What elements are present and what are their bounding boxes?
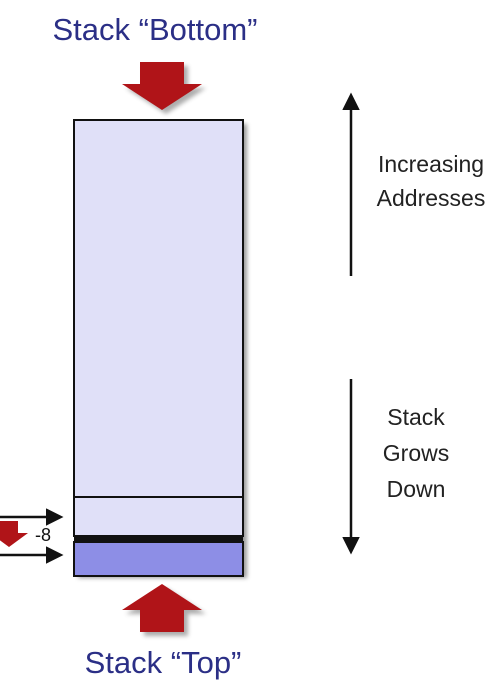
stack-frame-block xyxy=(73,496,244,537)
small-down-arrow-icon xyxy=(0,521,28,547)
stack-main-block xyxy=(73,119,244,498)
stack-pointer-edge xyxy=(74,536,243,542)
stack-top-block xyxy=(73,541,244,577)
increasing-label-line-1: Increasing xyxy=(378,151,484,177)
grows-label-line-3: Down xyxy=(387,476,446,502)
stack-bottom-label: Stack “Bottom” xyxy=(53,12,258,47)
increasing-label-line-2: Addresses xyxy=(377,185,486,211)
up-arrow-icon xyxy=(122,584,206,636)
grows-label-line-2: Grows xyxy=(383,440,449,466)
grows-label-line-1: Stack xyxy=(387,404,445,430)
offset-label: -8 xyxy=(35,525,51,545)
stack-top-label: Stack “Top” xyxy=(85,645,242,680)
down-arrow-icon xyxy=(122,62,206,114)
